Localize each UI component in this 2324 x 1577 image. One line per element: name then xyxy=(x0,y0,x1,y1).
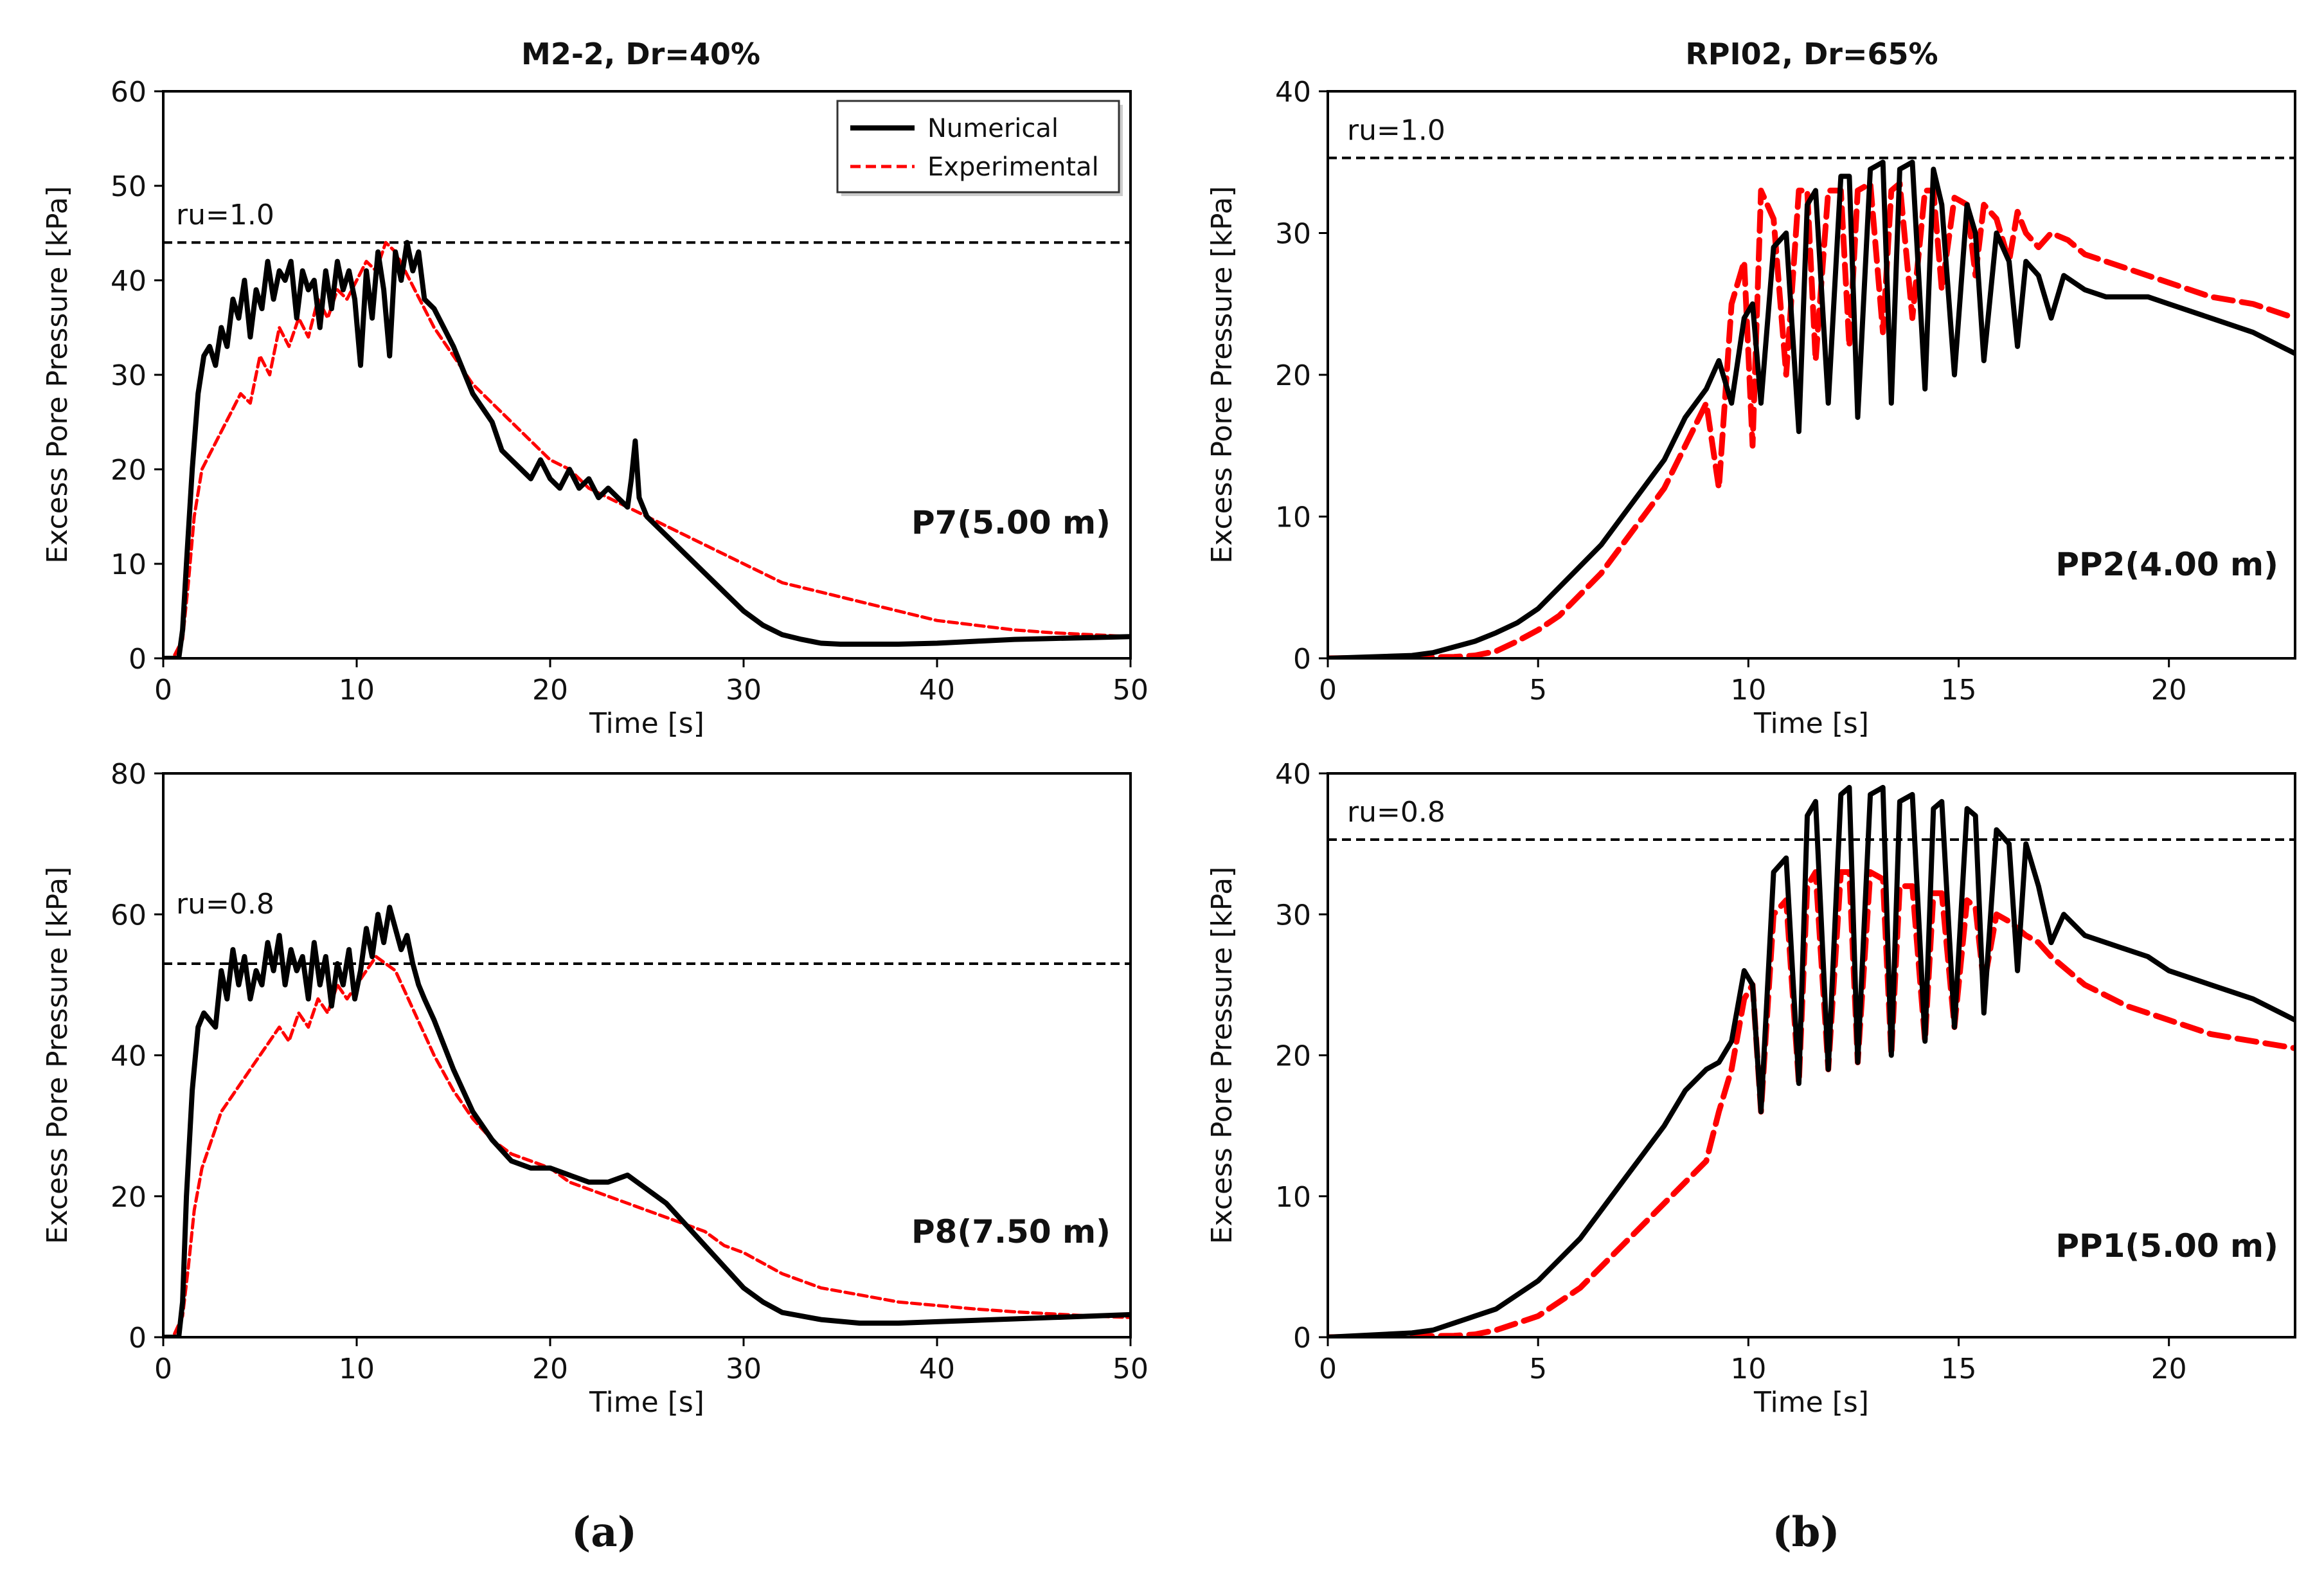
x-tick-label: 0 xyxy=(154,674,172,707)
y-tick-label: 80 xyxy=(111,758,147,791)
x-tick-label: 0 xyxy=(1319,674,1337,707)
y-tick-label: 50 xyxy=(111,170,147,203)
y-axis-label: Excess Pore Pressure [kPa] xyxy=(1206,867,1238,1244)
numerical-series-line xyxy=(163,240,1131,658)
reference-line-label: ru=0.8 xyxy=(176,888,274,921)
experimental-series-line xyxy=(1328,180,2295,658)
probe-annotation: P8(7.50 m) xyxy=(911,1213,1111,1250)
y-tick-label: 10 xyxy=(1275,1181,1311,1214)
subfigure-label-b: (b) xyxy=(1772,1508,1839,1556)
y-tick-label: 10 xyxy=(1275,501,1311,534)
experimental-series-line xyxy=(1328,869,2295,1337)
panel-b-bottom: ru=0.8 0 5 10 15 20 0 10 20 30 40 Time [s] Excess Po… xyxy=(1206,758,2296,1419)
y-tick-label: 30 xyxy=(1275,218,1311,251)
y-tick-label: 40 xyxy=(111,1040,147,1073)
numerical-series-line xyxy=(1328,159,2295,658)
probe-annotation: PP1(5.00 m) xyxy=(2055,1227,2278,1265)
column-title-b: RPI02, Dr=65% xyxy=(1685,37,1938,71)
y-tick-label: 60 xyxy=(111,76,147,109)
y-tick-label: 0 xyxy=(129,643,147,676)
x-tick-label: 10 xyxy=(339,1353,375,1385)
x-tick-label: 5 xyxy=(1529,1353,1547,1385)
series-group xyxy=(1328,784,2295,1337)
y-tick-label: 0 xyxy=(1293,643,1311,676)
experimental-series-line xyxy=(163,240,1131,658)
x-tick-label: 15 xyxy=(1941,1353,1977,1385)
panel-a-top: ru=1.0 0 10 20 30 40 50 0 10 20 30 40 50 60 Time [s] Ex… xyxy=(41,76,1149,740)
x-tick-label: 0 xyxy=(154,1353,172,1385)
x-tick-label: 50 xyxy=(1113,1353,1149,1385)
x-tick-label: 20 xyxy=(2151,1353,2187,1385)
panel-b-top: ru=1.0 0 5 10 15 20 0 10 20 30 40 Time [s] Excess Po… xyxy=(1206,76,2296,740)
x-tick-label: 10 xyxy=(1730,674,1766,707)
series-group xyxy=(1328,159,2295,658)
x-tick-label: 50 xyxy=(1113,674,1149,707)
y-axis-label: Excess Pore Pressure [kPa] xyxy=(1206,186,1238,563)
x-tick-label: 40 xyxy=(919,674,955,707)
y-tick-label: 20 xyxy=(111,454,147,487)
legend-box xyxy=(836,100,1120,194)
reference-line-label: ru=1.0 xyxy=(1347,114,1445,147)
y-tick-label: 40 xyxy=(1275,76,1311,109)
x-tick-label: 15 xyxy=(1941,674,1977,707)
x-tick-label: 30 xyxy=(726,1353,762,1385)
x-tick-label: 20 xyxy=(532,674,568,707)
legend-experimental-label: Experimental xyxy=(927,152,1099,182)
y-tick-label: 20 xyxy=(1275,359,1311,392)
probe-annotation: PP2(4.00 m) xyxy=(2055,546,2278,583)
x-axis-label: Time [s] xyxy=(1753,1386,1869,1419)
legend: Numerical Experimental xyxy=(836,100,1123,196)
y-tick-label: 0 xyxy=(1293,1322,1311,1355)
x-tick-label: 20 xyxy=(2151,674,2187,707)
y-tick-label: 20 xyxy=(1275,1040,1311,1073)
numerical-series-line xyxy=(163,905,1131,1337)
y-tick-label: 30 xyxy=(1275,899,1311,932)
experimental-series-line xyxy=(163,955,1131,1337)
series-group xyxy=(163,905,1131,1337)
x-tick-label: 10 xyxy=(339,674,375,707)
y-axis-label: Excess Pore Pressure [kPa] xyxy=(41,867,74,1244)
column-title-a: M2-2, Dr=40% xyxy=(521,37,760,71)
x-tick-label: 40 xyxy=(919,1353,955,1385)
x-tick-label: 20 xyxy=(532,1353,568,1385)
y-tick-label: 40 xyxy=(111,265,147,298)
x-tick-label: 5 xyxy=(1529,674,1547,707)
reference-line-label: ru=0.8 xyxy=(1347,796,1445,829)
y-tick-label: 40 xyxy=(1275,758,1311,791)
x-tick-label: 0 xyxy=(1319,1353,1337,1385)
y-tick-label: 30 xyxy=(111,359,147,392)
x-tick-label: 10 xyxy=(1730,1353,1766,1385)
y-tick-label: 0 xyxy=(129,1322,147,1355)
x-axis-label: Time [s] xyxy=(589,1386,704,1419)
y-axis-label: Excess Pore Pressure [kPa] xyxy=(41,186,74,563)
y-tick-label: 60 xyxy=(111,899,147,932)
numerical-series-line xyxy=(1328,784,2295,1337)
reference-line-label: ru=1.0 xyxy=(176,199,274,231)
y-tick-label: 10 xyxy=(111,548,147,581)
subfigure-label-a: (a) xyxy=(571,1508,637,1556)
x-tick-label: 30 xyxy=(726,674,762,707)
x-axis-label: Time [s] xyxy=(1753,707,1869,740)
y-tick-label: 20 xyxy=(111,1181,147,1214)
panel-a-bottom: ru=0.8 0 10 20 30 40 50 0 20 40 60 80 Time [s] Excess… xyxy=(41,758,1149,1419)
legend-numerical-label: Numerical xyxy=(927,114,1059,143)
probe-annotation: P7(5.00 m) xyxy=(911,504,1111,541)
series-group xyxy=(163,240,1131,658)
x-axis-label: Time [s] xyxy=(589,707,704,740)
